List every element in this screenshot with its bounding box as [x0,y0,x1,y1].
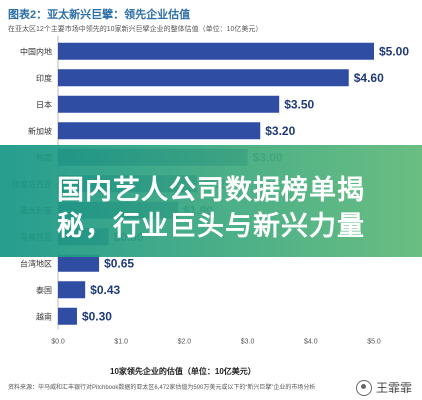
watermark-text: 王霏霏 [375,381,412,395]
x-tick-label: $5.0 [367,339,381,346]
category-label: 中国内地 [20,46,52,56]
category-label: 新加坡 [28,126,52,136]
x-tick-label: $3.0 [241,339,255,346]
chart-subtitle: 在亚太区12个主要市场中领先的10家新兴巨擘企业的整体估值（单位：10亿美元） [8,26,263,33]
bar [58,69,349,87]
category-label: 越南 [36,311,52,321]
value-label: $4.60 [354,71,384,85]
bar [58,122,261,140]
value-label: $3.50 [284,97,314,111]
category-label: 日本 [36,99,52,109]
author-avatar-icon [355,379,372,396]
category-label: 印度 [36,73,52,83]
overlay-banner [0,145,422,257]
chart-title: 图表2：亚太新兴巨擘：领先企业估值 [8,9,191,21]
banner-line-2: 秘，行业巨头与新兴力量 [57,211,365,242]
bar [58,95,280,113]
x-tick-label: $0.0 [51,339,65,346]
value-label: $0.43 [90,283,120,297]
author-watermark: 王霏霏 [355,379,412,396]
source-note: 资料来源：毕马威和汇丰银行对Pitchbook数据的亚太区6,472家估值为50… [8,385,316,391]
value-label: $3.20 [265,124,295,138]
x-tick-label: $1.0 [114,339,128,346]
x-tick-label: $2.0 [178,339,192,346]
bar [58,42,374,60]
x-axis-title: 10家领先企业的估值（单位：10亿美元） [110,367,256,376]
category-label: 台湾地区 [20,258,52,268]
value-label: $0.65 [104,256,134,270]
bar [58,254,100,272]
x-tick-label: $4.0 [304,339,318,346]
bar [58,307,77,325]
category-label: 泰国 [36,285,52,295]
value-label: $0.30 [82,309,112,323]
banner-line-1: 国内艺人公司数据榜单揭 [57,175,365,206]
bar [58,281,86,299]
value-label: $5.00 [379,44,409,58]
